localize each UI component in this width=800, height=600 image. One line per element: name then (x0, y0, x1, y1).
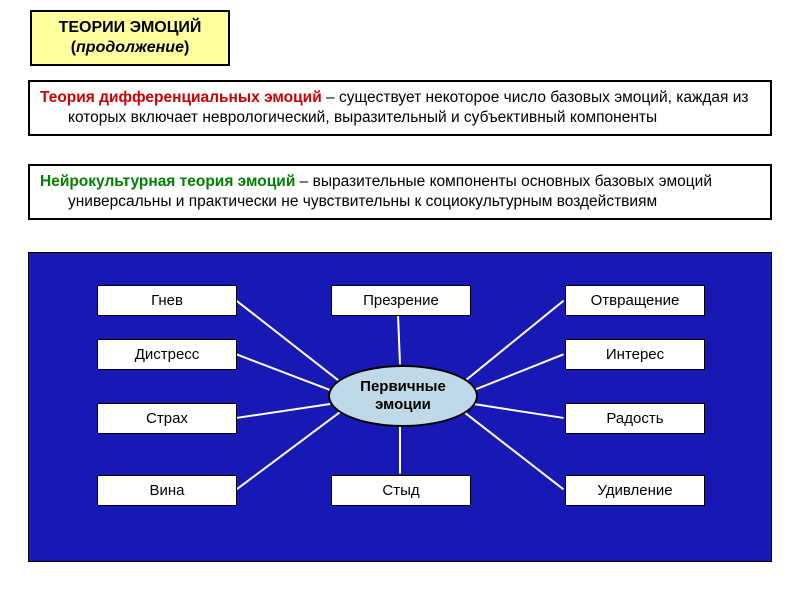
emotion-node-shame: Стыд (331, 475, 471, 506)
theory-box-neurocultural: Нейрокультурная теория эмоций – выразите… (28, 164, 772, 220)
primary-emotions-diagram: Гнев Дистресс Страх Вина Презрение Стыд Отвращ… (28, 252, 772, 562)
emotion-node-disgust: Отвращение (565, 285, 705, 316)
emotion-node-guilt: Вина (97, 475, 237, 506)
emotion-node-distress: Дистресс (97, 339, 237, 370)
title-line1: ТЕОРИИ ЭМОЦИЙ (59, 19, 202, 36)
emotion-node-anger: Гнев (97, 285, 237, 316)
title-line2: продолжение (76, 39, 184, 56)
emotion-node-joy: Радость (565, 403, 705, 434)
emotion-node-surprise: Удивление (565, 475, 705, 506)
emotion-node-fear: Страх (97, 403, 237, 434)
emotion-node-contempt: Презрение (331, 285, 471, 316)
theory1-lead: Теория дифференциальных эмоций (40, 89, 322, 106)
theory2-lead: Нейрокультурная теория эмоций (40, 173, 295, 190)
center-node-primary-emotions: Первичныеэмоции (328, 365, 478, 427)
emotion-node-interest: Интерес (565, 339, 705, 370)
page-title: ТЕОРИИ ЭМОЦИЙ (продолжение) (30, 10, 230, 66)
theory-box-differential: Теория дифференциальных эмоций – существ… (28, 80, 772, 136)
